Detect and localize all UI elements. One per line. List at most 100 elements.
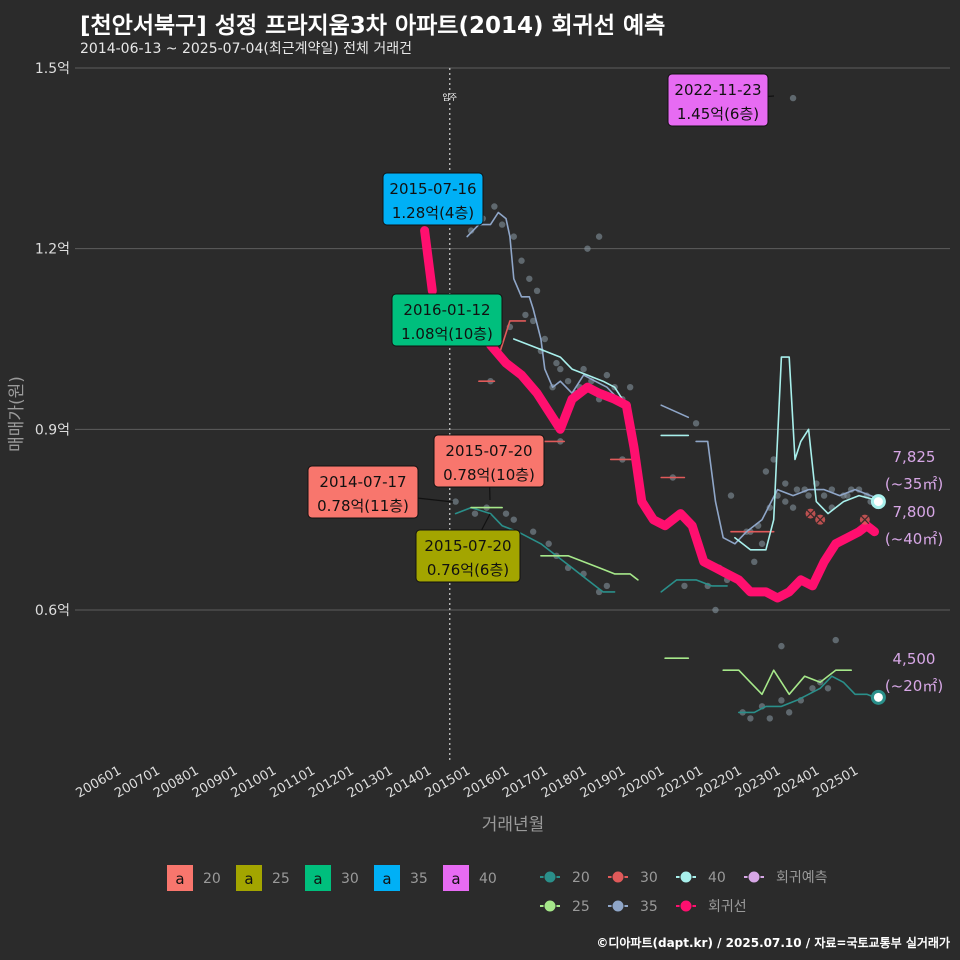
scatter-point <box>766 715 773 722</box>
scatter-point <box>782 480 789 487</box>
series-end-point <box>870 494 886 510</box>
scatter-point <box>793 486 801 493</box>
y-tick-label: 1.5억 <box>35 61 70 77</box>
legend-swatch-area-30 <box>305 865 331 891</box>
scatter-point <box>471 510 479 517</box>
callout-box <box>433 434 545 488</box>
forecast-point-cross <box>815 515 825 525</box>
source-caption: ©디아파트(dapt.kr) / 2025.07.10 / 자료=국토교통부 실… <box>596 936 950 950</box>
scatter-point <box>692 420 700 427</box>
callout-price: 1.08억(10층) <box>401 325 493 343</box>
scatter-point <box>603 371 611 379</box>
series-line-20 <box>737 675 876 714</box>
x-tick-label: 202501 <box>811 763 861 801</box>
legend-swatch-glyph: a <box>382 870 391 888</box>
forecast-point-cross <box>860 515 870 525</box>
legend-label-line-40: 40 <box>708 870 726 886</box>
scatter-point <box>580 365 587 373</box>
legend-swatch-glyph: a <box>175 870 184 888</box>
end-label-price: 7,800 <box>893 503 936 521</box>
callout-price: 0.78억(11층) <box>317 497 409 515</box>
callout-date: 2016-01-12 <box>403 301 490 319</box>
legend-swatch-area-20 <box>167 865 193 891</box>
scatter-point <box>758 540 766 547</box>
legend-label-line-25: 25 <box>572 899 590 915</box>
callout-box <box>391 293 503 347</box>
callout-price: 0.76억(6층) <box>427 561 509 579</box>
scatter-point <box>820 492 828 499</box>
scatter-point <box>510 233 517 240</box>
regression-line <box>486 340 879 603</box>
scatter-point <box>789 94 797 102</box>
chart-subtitle: 2014-06-13 ~ 2025-07-04(최근계약일) 전체 거래건 <box>80 41 412 57</box>
scatter-point <box>778 697 785 704</box>
move-in-marker-label: 입주 <box>442 93 457 102</box>
legend-swatch-area-25 <box>236 865 262 891</box>
scatter-point <box>545 540 552 547</box>
scatter-point <box>526 275 533 282</box>
callout-label: 2015-07-16 1.28억(4층) <box>382 172 484 226</box>
callout-date: 2014-07-17 <box>319 473 406 491</box>
legend-dot-line_20 <box>543 870 557 884</box>
scatter-point <box>564 377 572 385</box>
series-line-25 <box>540 554 639 581</box>
scatter-point <box>603 582 611 590</box>
callout-date: 2015-07-20 <box>445 442 532 460</box>
scatter-point <box>584 245 591 252</box>
scatter-point <box>467 227 475 234</box>
y-tick-label: 0.9억 <box>35 422 70 438</box>
legend-label-area-20: 20 <box>203 871 221 887</box>
callout-price: 0.78억(10층) <box>443 466 535 484</box>
scatter-point <box>824 685 832 692</box>
y-tick-label: 1.2억 <box>35 242 70 258</box>
scatter-point <box>782 498 789 505</box>
callout-label: 2022-11-23 1.45억(6층) <box>667 73 775 127</box>
end-label-area: (~40㎡) <box>885 530 943 548</box>
scatter-point <box>452 498 459 505</box>
legend-label-area-35: 35 <box>410 871 428 887</box>
series-line-35 <box>695 440 880 545</box>
callout-price: 1.28억(4층) <box>392 204 474 222</box>
scatter-point <box>809 685 816 692</box>
callout-box <box>667 73 769 127</box>
callout-box <box>307 465 419 519</box>
end-label-area: (~35㎡) <box>885 475 943 493</box>
series-line-35 <box>660 404 690 419</box>
scatter-point <box>498 221 506 228</box>
regression-line <box>420 226 437 296</box>
scatter-point <box>533 287 541 295</box>
callout-box <box>382 172 484 226</box>
legend-label-area-40: 40 <box>479 871 497 887</box>
callout-label: 2016-01-12 1.08억(10층) <box>391 293 503 347</box>
scatter-point <box>778 642 785 650</box>
legend-label-area-25: 25 <box>272 871 290 887</box>
scatter-point <box>832 636 839 644</box>
scatter-point <box>727 492 735 499</box>
x-axis-title: 거래년월 <box>482 815 545 835</box>
end-label-price: 4,500 <box>893 650 936 668</box>
scatter-point <box>805 492 812 499</box>
series-line-40 <box>734 356 880 551</box>
legend-label-line-회귀선: 회귀선 <box>708 899 747 915</box>
series-line-40 <box>512 338 624 401</box>
series-end-point <box>870 689 886 705</box>
scatter-point <box>770 456 777 463</box>
legend-dot-forecast <box>747 870 761 884</box>
scatter-point <box>518 257 525 264</box>
legend-dot-line_40 <box>679 870 693 884</box>
legend-swatch-glyph: a <box>244 870 253 888</box>
legend-dot-line_30 <box>611 870 625 884</box>
legend-label-line-회귀예측: 회귀예측 <box>776 870 828 886</box>
legend-label-area-30: 30 <box>341 871 359 887</box>
scatter-point <box>522 311 529 319</box>
series-line-20 <box>454 506 616 593</box>
callout-box <box>415 529 521 583</box>
scatter-point <box>541 335 549 343</box>
scatter-point <box>785 709 793 716</box>
forecast-point-cross <box>806 509 815 519</box>
scatter-point <box>762 468 770 475</box>
legend-dot-line_25 <box>543 899 557 913</box>
legend-dot-regression <box>679 899 693 913</box>
scatter-point <box>557 365 564 373</box>
